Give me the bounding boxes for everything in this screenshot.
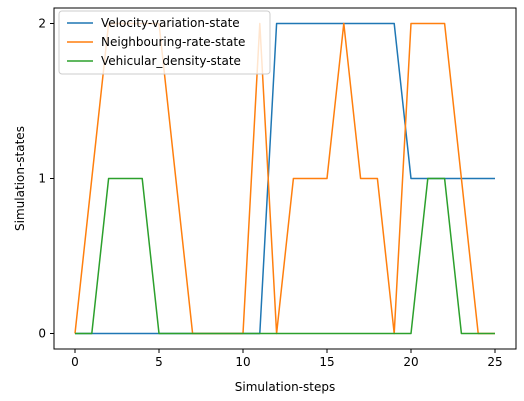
x-tick-label: 10	[235, 355, 250, 369]
legend: Velocity-variation-state Neighbouring-rat…	[58, 10, 271, 75]
x-tick-label: 5	[155, 355, 163, 369]
legend-label: Neighbouring-rate-state	[101, 35, 245, 49]
y-tick-label: 1	[38, 172, 46, 186]
legend-box	[58, 10, 271, 75]
x-tick-label: 0	[71, 355, 79, 369]
y-tick-label: 0	[38, 327, 46, 341]
legend-label: Velocity-variation-state	[101, 16, 240, 30]
y-axis-ticks: 0 1 2	[38, 17, 54, 341]
x-tick-label: 25	[487, 355, 502, 369]
legend-label: Vehicular_density-state	[101, 54, 241, 68]
y-tick-label: 2	[38, 17, 46, 31]
series-line-3	[75, 177, 495, 335]
series-line-1	[75, 22, 495, 335]
y-axis-label: Simulation-states	[13, 126, 27, 231]
x-tick-label: 20	[403, 355, 418, 369]
x-axis-label: Simulation-steps	[235, 380, 335, 394]
x-axis-ticks: 0 5 10 15 20 25	[71, 349, 503, 369]
x-tick-label: 15	[319, 355, 334, 369]
